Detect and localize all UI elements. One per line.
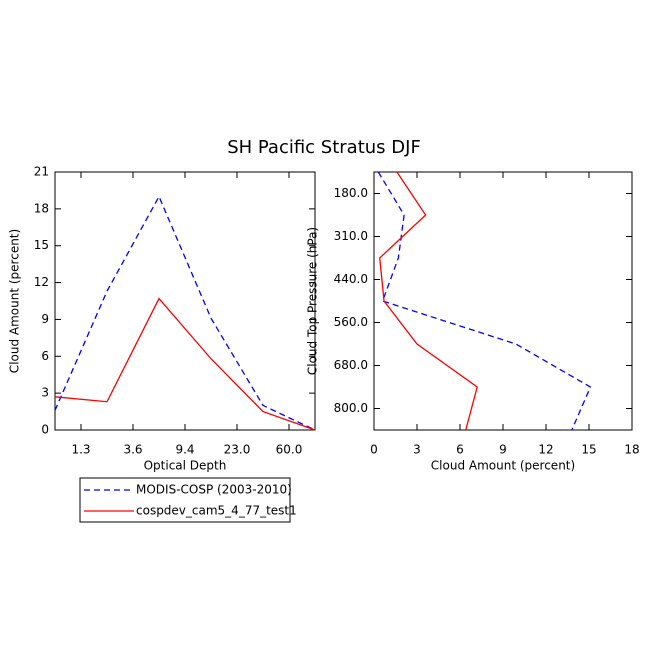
y-tick-label: 560.0 (334, 315, 368, 329)
x-tick-label: 18 (624, 443, 639, 457)
y-tick-label: 15 (34, 238, 49, 252)
x-tick-label: 23.0 (224, 443, 251, 457)
legend-label: MODIS-COSP (2003-2010) (136, 483, 292, 497)
legend-label: cospdev_cam5_4_77_test1 (136, 504, 297, 518)
y-tick-label: 440.0 (334, 272, 368, 286)
y-tick-label: 9 (41, 312, 49, 326)
y-tick-label: 310.0 (334, 229, 368, 243)
x-tick-label: 3.6 (123, 443, 142, 457)
y-axis-label: Cloud Amount (percent) (8, 229, 22, 373)
y-tick-label: 21 (34, 165, 49, 179)
y-tick-label: 680.0 (334, 358, 368, 372)
x-tick-label: 0 (370, 443, 378, 457)
series-line (54, 297, 316, 431)
y-tick-label: 6 (41, 349, 49, 363)
plot-frame (54, 171, 316, 431)
y-tick-label: 3 (41, 386, 49, 400)
x-axis-label: Optical Depth (144, 459, 227, 473)
figure-title: SH Pacific Stratus DJF (227, 137, 421, 158)
legend-box (79, 477, 291, 523)
y-tick-label: 12 (34, 275, 49, 289)
x-tick-label: 1.3 (71, 443, 90, 457)
y-tick-label: 0 (41, 423, 49, 437)
y-tick-label: 180.0 (334, 186, 368, 200)
x-axis-label: Cloud Amount (percent) (431, 459, 575, 473)
y-tick-label: 18 (34, 201, 49, 215)
x-tick-label: 9.4 (175, 443, 194, 457)
x-tick-label: 15 (581, 443, 596, 457)
series-line (54, 195, 316, 431)
series-line (377, 171, 592, 431)
series-line (379, 171, 478, 431)
x-tick-label: 12 (538, 443, 553, 457)
x-tick-label: 9 (499, 443, 507, 457)
x-tick-label: 6 (456, 443, 464, 457)
y-axis-label: Cloud Top Pressure (hPa) (306, 227, 320, 375)
x-tick-label: 3 (413, 443, 421, 457)
y-tick-label: 800.0 (334, 401, 368, 415)
plot-frame (373, 171, 633, 431)
x-tick-label: 60.0 (276, 443, 303, 457)
